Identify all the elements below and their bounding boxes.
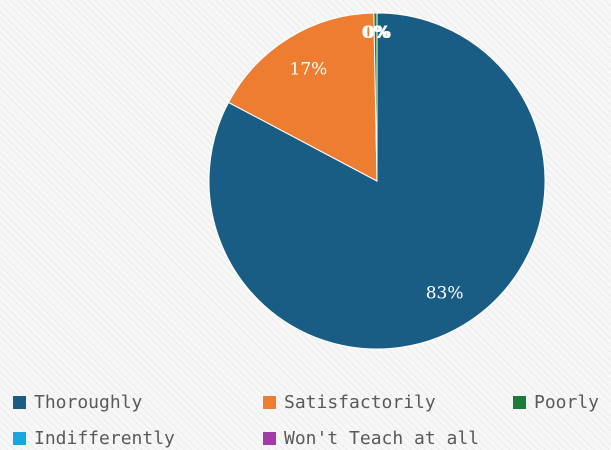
- pie-slice-poorly: [373, 12, 378, 182]
- legend-item-wont-teach-at-all: Won't Teach at all: [263, 426, 479, 450]
- legend-label-wont-teach-at-all: Won't Teach at all: [284, 427, 480, 449]
- legend-swatch-wont-teach-at-all: [263, 431, 276, 445]
- data-label-thoroughly: 83%: [426, 283, 464, 303]
- chart-legend: Thoroughly Satisfactorily Poorly Indiffe…: [0, 384, 611, 450]
- legend-swatch-thoroughly: [13, 395, 26, 409]
- data-label-won-t-teach-at-all: 0%: [363, 23, 391, 43]
- legend-label-satisfactorily: Satisfactorily: [284, 391, 436, 413]
- legend-item-indifferently: Indifferently: [13, 426, 175, 450]
- legend-label-thoroughly: Thoroughly: [34, 391, 143, 413]
- legend-swatch-poorly: [513, 395, 526, 409]
- pie-slice-satisfactorily: [227, 12, 378, 182]
- legend-label-indifferently: Indifferently: [34, 427, 175, 449]
- legend-item-poorly: Poorly: [513, 390, 599, 414]
- legend-swatch-satisfactorily: [263, 395, 276, 409]
- legend-label-poorly: Poorly: [534, 391, 600, 413]
- legend-swatch-indifferently: [13, 431, 26, 445]
- legend-item-thoroughly: Thoroughly: [13, 390, 142, 414]
- legend-item-satisfactorily: Satisfactorily: [263, 390, 436, 414]
- pie-chart: 83%17%0%0%0%: [208, 12, 546, 350]
- data-label-satisfactorily: 17%: [290, 59, 328, 79]
- pie-data-labels: 83%17%0%0%0%: [290, 23, 464, 303]
- data-label-indifferently: 0%: [363, 23, 391, 43]
- data-label-poorly: 0%: [362, 23, 390, 43]
- pie-slices: [208, 12, 546, 350]
